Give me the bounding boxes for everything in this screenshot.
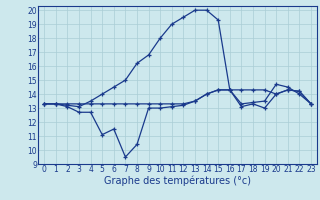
X-axis label: Graphe des températures (°c): Graphe des températures (°c) <box>104 176 251 186</box>
